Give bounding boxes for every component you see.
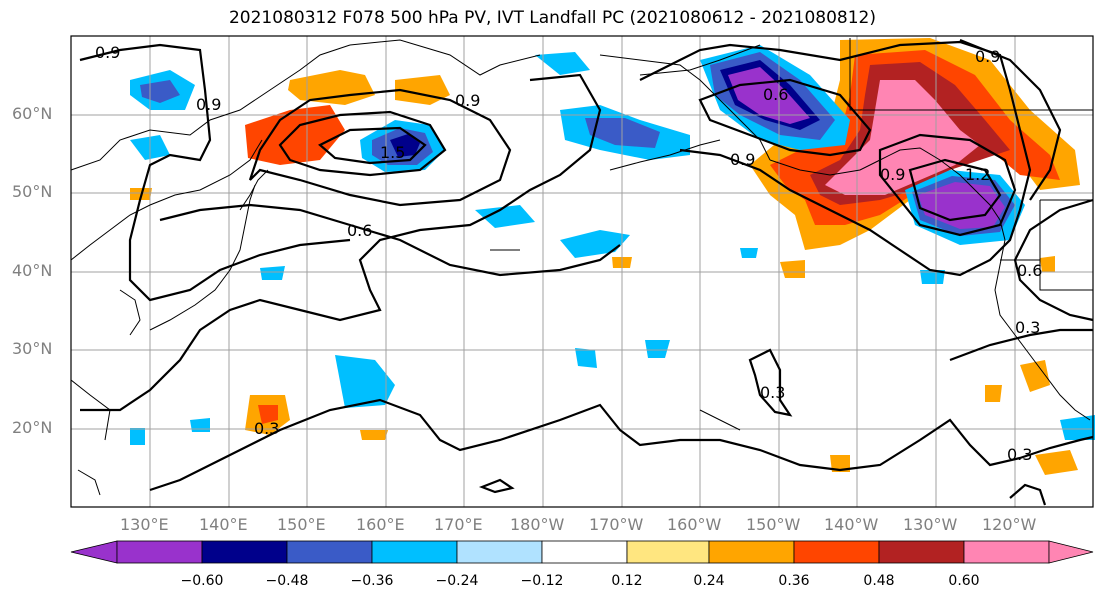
contour-label: 0.9 xyxy=(730,150,755,169)
lat-label: 20°N xyxy=(12,418,53,437)
contour-label: 1.2 xyxy=(965,165,990,184)
colorbar-tick-label: −0.60 xyxy=(180,573,224,589)
contour-label: 0.3 xyxy=(1015,318,1040,337)
colorbar-bin xyxy=(626,540,710,564)
colorbar-tick-label: 0.48 xyxy=(863,573,895,589)
colorbar-tick-label: −0.48 xyxy=(265,573,309,589)
colorbar-bin xyxy=(708,540,795,564)
lon-label: 160°W xyxy=(667,515,722,534)
colorbar-bin xyxy=(201,540,288,564)
colorbar-tick-label: 0.36 xyxy=(778,573,810,589)
contour-label: 0.3 xyxy=(760,383,785,402)
contour-label: 0.9 xyxy=(196,95,221,114)
colorbar-bin xyxy=(963,540,1050,564)
contour-label: 0.9 xyxy=(975,47,1000,66)
contour-label: 0.6 xyxy=(1017,261,1042,280)
lat-label: 60°N xyxy=(12,104,53,123)
colorbar-tick-label: 0.24 xyxy=(693,573,725,589)
lat-label: 50°N xyxy=(12,182,53,201)
colorbar-bin xyxy=(456,540,543,564)
colorbar-tick-label: 0.60 xyxy=(948,573,980,589)
positive-anomaly-okhotsk xyxy=(245,105,345,165)
colorbar-tick-label: −0.36 xyxy=(350,573,394,589)
lon-label: 140°W xyxy=(824,515,879,534)
colorbar xyxy=(70,540,1094,564)
colorbar-bin xyxy=(116,540,203,564)
lon-label: 160°E xyxy=(356,515,405,534)
colorbar-bin xyxy=(793,540,880,564)
contour-label: 0.6 xyxy=(347,221,372,240)
map-title: 2021080312 F078 500 hPa PV, IVT Landfall… xyxy=(228,8,876,28)
coastlines xyxy=(70,38,1093,496)
lon-label: 150°W xyxy=(746,515,801,534)
colorbar-extend-high xyxy=(1048,540,1094,564)
contour-label: 0.9 xyxy=(95,43,120,62)
lon-label: 140°E xyxy=(199,515,248,534)
colorbar-tick-label: 0.12 xyxy=(611,573,643,589)
contour-label: 0.3 xyxy=(1007,445,1032,464)
lon-label: 130°W xyxy=(903,515,958,534)
pv-shading xyxy=(130,38,1095,475)
colorbar-bin xyxy=(286,540,373,564)
colorbar-bin xyxy=(878,540,965,564)
contour-label: 0.6 xyxy=(763,85,788,104)
lon-label: 120°W xyxy=(982,515,1037,534)
colorbar-bin xyxy=(541,540,628,564)
contour-label: 0.9 xyxy=(455,91,480,110)
lon-label: 150°E xyxy=(277,515,326,534)
lat-label: 30°N xyxy=(12,339,53,358)
lon-label: 180°W xyxy=(510,515,565,534)
lat-label: 40°N xyxy=(12,261,53,280)
colorbar-bin xyxy=(371,540,458,564)
contour-label: 0.9 xyxy=(880,165,905,184)
colorbar-extend-low xyxy=(70,540,118,564)
positive-anomaly-peak xyxy=(825,80,980,195)
lon-label: 170°E xyxy=(434,515,483,534)
contour-label: 1.5 xyxy=(380,143,405,162)
lon-label: 130°E xyxy=(120,515,169,534)
lon-label: 170°W xyxy=(589,515,644,534)
contour-labels: 0.9 0.9 0.9 0.9 0.6 0.9 0.6 0.3 0.3 0.3 … xyxy=(95,43,1042,464)
colorbar-tick-label: −0.12 xyxy=(520,573,564,589)
map-frame xyxy=(70,35,1094,508)
contours xyxy=(79,38,1094,506)
colorbar-tick-label: −0.24 xyxy=(435,573,479,589)
contour-label: 0.3 xyxy=(254,419,279,438)
